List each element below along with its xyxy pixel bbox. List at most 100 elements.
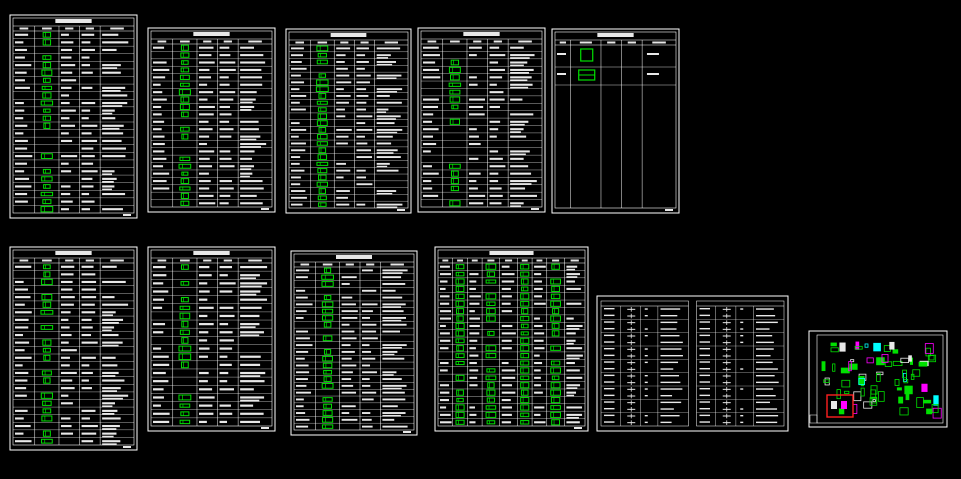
- sheet-frame[interactable]: [417, 27, 546, 213]
- cell-text-block: [510, 113, 534, 116]
- cell-text-block: [60, 432, 74, 435]
- cell-text-block: [219, 355, 228, 358]
- cell-text-block: [510, 150, 530, 153]
- detail-symbol: [487, 330, 495, 336]
- cell-text-block: [440, 287, 446, 290]
- cell-text-block: [240, 306, 262, 309]
- drawing-sheet-3[interactable]: [285, 28, 412, 214]
- detail-symbol: [317, 154, 328, 160]
- plan-element: [889, 341, 895, 350]
- sheet-frame[interactable]: [808, 330, 948, 428]
- detail-symbol: [456, 315, 464, 322]
- cell-text-block: [291, 67, 307, 70]
- sheet-frame[interactable]: [434, 246, 589, 432]
- cell-text-block: [336, 67, 348, 70]
- cell-text-block: [198, 98, 208, 101]
- cell-text-block: [153, 150, 165, 153]
- sheet-inner-border: [150, 249, 273, 427]
- drawing-sheet-10[interactable]: [596, 295, 789, 432]
- cell-text-block: [740, 368, 744, 370]
- drawing-sheet-6[interactable]: [9, 246, 138, 451]
- cell-text-block: [81, 364, 90, 367]
- detail-symbol: [322, 397, 333, 402]
- cell-text-block: [15, 139, 28, 143]
- drawing-sheet-1[interactable]: [9, 14, 138, 219]
- cell-text-block: [341, 350, 355, 353]
- cell-text-block: [102, 329, 112, 332]
- cell-text-block: [469, 347, 476, 350]
- cell-text-block: [60, 56, 72, 59]
- cell-text-block: [102, 64, 121, 67]
- header-label-block: [390, 263, 404, 266]
- cell-text-block: [153, 98, 167, 101]
- drawing-sheet-11[interactable]: [808, 330, 948, 428]
- cell-text-block: [291, 101, 300, 104]
- cell-text-block: [60, 48, 73, 52]
- sheet-frame[interactable]: [285, 28, 412, 214]
- detail-symbol: [321, 301, 334, 308]
- cell-text-block: [198, 76, 212, 79]
- cell-text-block: [534, 391, 543, 394]
- detail-symbol: [42, 92, 52, 99]
- plan-element: [922, 399, 932, 404]
- cell-text-block: [566, 347, 583, 350]
- drawing-sheet-8[interactable]: [290, 250, 418, 436]
- detail-symbol: [455, 353, 465, 359]
- detail-symbol: [180, 200, 190, 206]
- cell-text-block: [376, 94, 390, 97]
- sheet-frame[interactable]: [147, 27, 276, 213]
- cell-text-block: [740, 388, 744, 390]
- cell-text-block: [356, 47, 369, 50]
- sheet-frame[interactable]: [9, 14, 138, 219]
- cell-text-block: [469, 406, 475, 409]
- cell-text-block: [604, 354, 615, 357]
- sheet-frame[interactable]: [551, 28, 680, 214]
- detail-symbol: [42, 301, 52, 308]
- sheet-frame[interactable]: [290, 250, 418, 436]
- drawing-sheet-5[interactable]: [551, 28, 680, 214]
- cell-text-block: [376, 162, 390, 165]
- detail-symbol: [485, 263, 497, 270]
- drawing-sheet-9[interactable]: [434, 246, 589, 432]
- cell-text-block: [198, 412, 214, 415]
- detail-symbol: [324, 349, 332, 355]
- cell-text-block: [240, 375, 261, 377]
- cell-text-block: [102, 33, 119, 36]
- drawing-sheet-7[interactable]: [147, 246, 276, 432]
- sheet-frame[interactable]: [9, 246, 138, 451]
- cell-text-block: [15, 132, 24, 135]
- cell-text-block: [81, 311, 96, 314]
- cell-text-block: [341, 337, 357, 340]
- cell-text-block: [60, 155, 78, 158]
- cell-text-block: [291, 162, 300, 165]
- cell-text-block: [376, 156, 401, 159]
- drawing-sheet-4[interactable]: [417, 27, 546, 213]
- cell-text-block: [376, 74, 402, 77]
- sheet-frame[interactable]: [596, 295, 789, 432]
- cell-text-block: [81, 318, 92, 321]
- cell-text-block: [468, 128, 477, 131]
- header-label-block: [607, 41, 616, 44]
- drawing-sheet-2[interactable]: [147, 27, 276, 213]
- header-label-block: [345, 263, 354, 266]
- cell-text-block: [198, 172, 209, 175]
- cell-text-block: [102, 155, 126, 158]
- detail-symbol: [316, 59, 328, 65]
- cell-text-block: [604, 388, 615, 390]
- cell-text-block: [15, 311, 32, 314]
- cell-text-block: [566, 406, 583, 409]
- detail-symbol: [551, 419, 561, 426]
- cell-text-block: [240, 128, 259, 131]
- cell-text-block: [81, 356, 96, 359]
- cell-text-block: [489, 194, 503, 197]
- sheet-frame[interactable]: [147, 246, 276, 432]
- cell-text-block: [440, 384, 450, 387]
- cell-text-block: [240, 46, 254, 49]
- cell-text-block: [382, 391, 405, 394]
- header-label-block: [295, 41, 304, 44]
- detail-symbol: [520, 375, 530, 381]
- header-label-block: [627, 41, 636, 44]
- cell-text-block: [102, 394, 129, 397]
